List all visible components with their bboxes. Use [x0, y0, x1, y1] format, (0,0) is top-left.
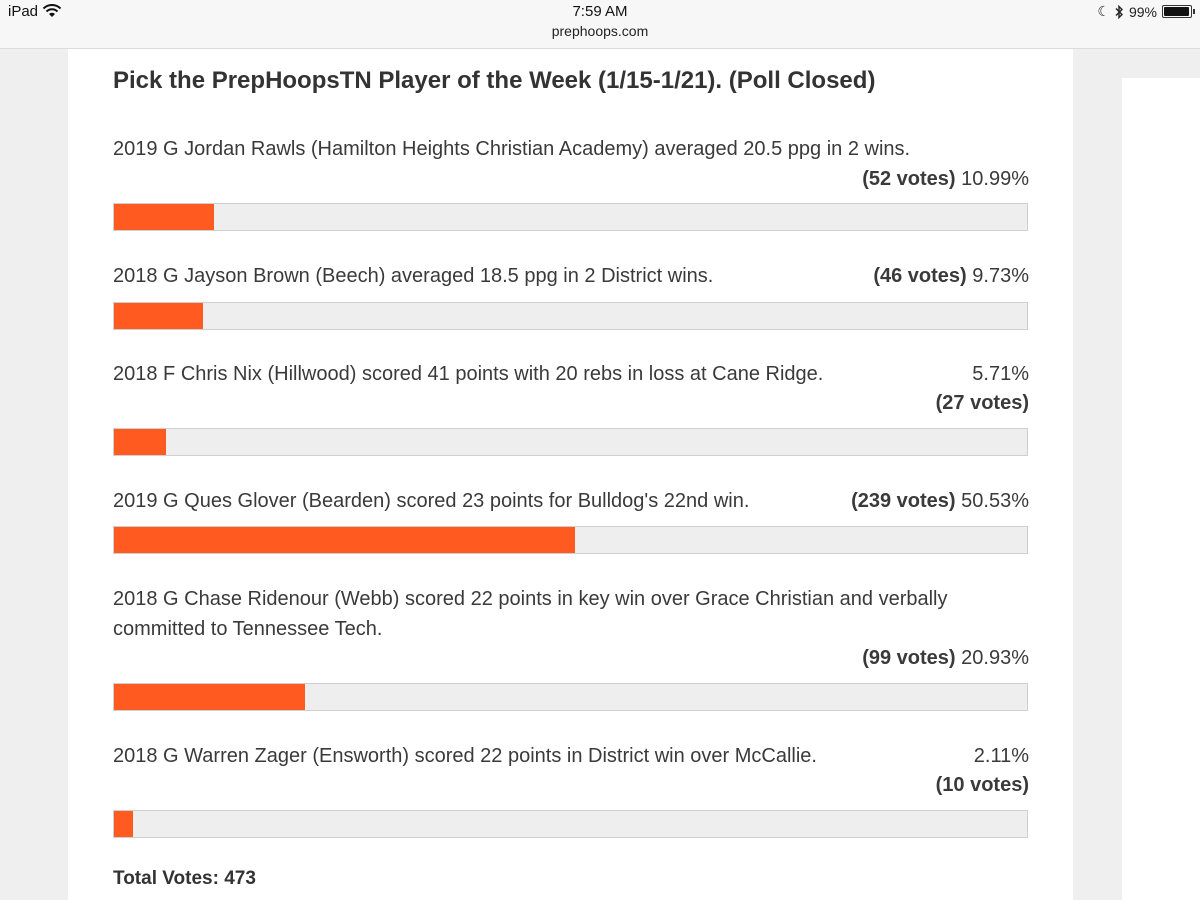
vote-percent: 9.73% — [972, 265, 1029, 287]
clock: 7:59 AM — [572, 3, 628, 20]
result-bar-fill — [114, 429, 167, 455]
poll-option-result: (46 votes) 9.73% — [873, 261, 1029, 291]
battery-icon — [1162, 5, 1195, 18]
bluetooth-icon — [1115, 4, 1123, 19]
poll-option-text: 2019 G Ques Glover (Bearden) scored 23 p… — [113, 490, 750, 512]
moon-icon: ☾ — [1097, 3, 1110, 19]
poll-option-text-continued: committed to Tennessee Tech. — [113, 618, 383, 640]
poll-option-text: 2018 G Chase Ridenour (Webb) scored 22 p… — [113, 588, 948, 610]
result-bar — [113, 683, 1028, 711]
result-bar-fill — [114, 204, 215, 230]
result-bar — [113, 203, 1028, 231]
poll-card — [68, 49, 1073, 900]
poll-option-result: (239 votes) 50.53% — [851, 486, 1029, 516]
vote-percent: 5.71% — [972, 363, 1029, 385]
poll-title: Pick the PrepHoopsTN Player of the Week … — [113, 67, 876, 94]
status-indicators: ☾ 99% — [1097, 3, 1195, 20]
result-bar — [113, 526, 1028, 554]
vote-count: (46 votes) — [873, 265, 967, 287]
poll-option-text: 2018 G Jayson Brown (Beech) averaged 18.… — [113, 265, 714, 287]
vote-count: (52 votes) — [862, 168, 956, 190]
device-name: iPad — [8, 3, 39, 20]
status-bar: iPad 7:59 AM prephoops.com ☾ 99% — [0, 0, 1200, 49]
wifi-icon — [42, 4, 62, 17]
vote-count: (239 votes) — [851, 490, 956, 512]
poll-option-text: 2019 G Jordan Rawls (Hamilton Heights Ch… — [113, 138, 911, 160]
poll-option-result: (99 votes) 20.93% — [862, 643, 1029, 673]
poll-option-text: 2018 G Warren Zager (Ensworth) scored 22… — [113, 745, 817, 767]
result-bar-fill — [114, 303, 203, 329]
vote-count: (27 votes) — [935, 392, 1029, 414]
result-bar — [113, 302, 1028, 330]
poll-option-text: 2018 F Chris Nix (Hillwood) scored 41 po… — [113, 363, 824, 385]
vote-count: (10 votes) — [935, 774, 1029, 796]
address-bar[interactable]: prephoops.com — [551, 23, 649, 39]
poll-option-result: (52 votes) 10.99% — [862, 164, 1029, 194]
result-bar-fill — [114, 527, 576, 553]
result-bar-fill — [114, 684, 306, 710]
vote-percent: 10.99% — [961, 168, 1029, 190]
vote-percent: 50.53% — [961, 490, 1029, 512]
vote-percent: 2.11% — [973, 745, 1029, 767]
result-bar-fill — [114, 811, 134, 837]
result-bar — [113, 810, 1028, 838]
side-panel — [1122, 78, 1200, 900]
result-bar — [113, 428, 1028, 456]
total-votes: Total Votes: 473 — [113, 868, 256, 889]
vote-percent: 20.93% — [961, 647, 1029, 669]
vote-count: (99 votes) — [862, 647, 956, 669]
battery-percent: 99% — [1128, 3, 1157, 20]
